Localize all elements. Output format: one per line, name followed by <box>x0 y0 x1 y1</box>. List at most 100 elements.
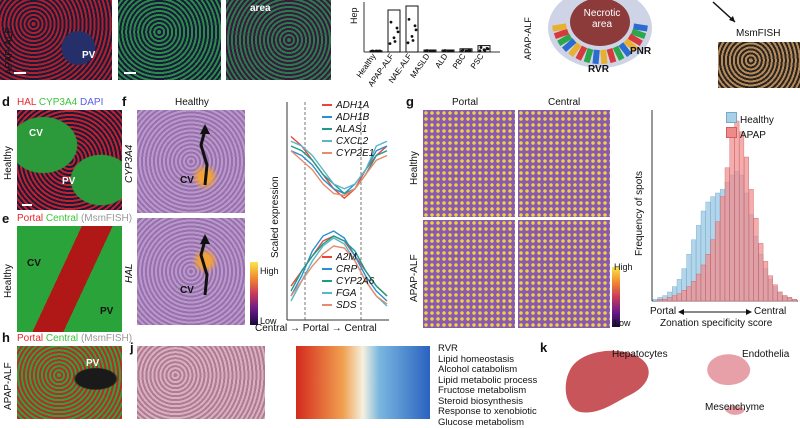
bar-point <box>396 27 399 30</box>
h-apap-label: APAP-ALF <box>3 362 14 410</box>
legend-label: CYP2E1 <box>336 148 374 159</box>
bar-point <box>372 50 375 53</box>
legend-swatch <box>322 128 332 130</box>
j-terms: RVR Lipid homeostasis Alcohol catabolism… <box>438 344 537 428</box>
necrotic-line-1: Necrotic <box>580 8 624 19</box>
top-image-1 <box>0 0 112 80</box>
bar-point <box>376 50 379 53</box>
g-apap-label: APAP-ALF <box>409 254 420 302</box>
g-colorbar-low: Low <box>614 318 631 328</box>
g-hist-xright: Central <box>754 306 786 317</box>
bar-point <box>487 48 490 51</box>
j-term: Fructose metabolism <box>438 386 537 397</box>
g-image-apap-central <box>518 220 610 328</box>
top-bar-ylabel: Hep <box>349 7 359 24</box>
hist-bar <box>677 294 682 301</box>
bar-point <box>379 50 382 53</box>
hist-bar <box>754 218 759 301</box>
bar-point <box>466 50 469 53</box>
bar-point <box>444 49 447 52</box>
bar-category-label: PBC <box>451 52 468 71</box>
hist-bar <box>783 296 788 301</box>
panel-letter-d: d <box>2 94 10 109</box>
hist-bar <box>711 240 716 301</box>
k-mesenchyme-label: Mesenchyme <box>705 402 764 413</box>
panel-letter-g: g <box>406 94 414 109</box>
d-cyp3a4: CYP3A4 <box>39 97 77 108</box>
f-gene-cyp3a4: CYP3A4 <box>124 145 135 183</box>
f-cv2-label: CV <box>180 285 194 296</box>
legend-entry: CRP <box>322 264 374 276</box>
hist-bar <box>715 222 720 301</box>
bar-point <box>426 49 429 52</box>
hist-bar <box>667 297 672 301</box>
legend-entry: SDS <box>322 300 374 312</box>
arrow-icon <box>705 0 745 30</box>
j-term: RVR <box>438 344 537 355</box>
legend-entry: CYP2A6 <box>322 276 374 288</box>
g-image-apap-portal <box>423 220 515 328</box>
hist-bar <box>735 121 740 301</box>
legend-healthy: Healthy <box>726 112 774 127</box>
d-cv-label: CV <box>29 128 43 139</box>
f-cv1-label: CV <box>180 175 194 186</box>
hist-bar <box>691 281 696 301</box>
h-pv-label: PV <box>86 358 99 369</box>
g-hist-xlabel: Zonation specificity score <box>660 318 772 329</box>
scale-bar <box>14 72 26 74</box>
pnr-label: PNR <box>630 46 651 57</box>
d-healthy-label: Healthy <box>3 146 14 180</box>
bar-point <box>433 50 436 53</box>
j-term: Response to xenobiotic <box>438 407 537 418</box>
bar-point <box>407 41 410 44</box>
hist-bar <box>725 168 730 301</box>
legend-entry: CYP2E1 <box>322 148 374 160</box>
legend-swatch <box>322 104 332 106</box>
bar-point <box>390 21 393 24</box>
bar-point <box>411 35 414 38</box>
bar-point <box>393 36 396 39</box>
j-term: Alcohol catabolism <box>438 365 537 376</box>
bar-category-label: ALD <box>433 52 449 70</box>
f-colorbar-high: High <box>260 266 279 276</box>
k-endothelia-label: Endothelia <box>742 349 789 360</box>
hist-bar <box>663 299 668 301</box>
h-legend: Portal Central (MsmFISH) <box>17 333 132 344</box>
panel-letter-j: j <box>130 340 134 355</box>
hist-bar <box>739 132 744 301</box>
legend-swatch <box>322 152 332 154</box>
g-central-label: Central <box>548 97 580 108</box>
f-xlabel: Central → Portal → Central <box>255 323 377 334</box>
top-image-3 <box>226 0 331 80</box>
hist-bar <box>787 297 792 301</box>
f-colorbar <box>250 262 258 325</box>
legend-swatch <box>322 280 332 282</box>
hist-bar <box>720 197 725 301</box>
hist-bar <box>653 299 658 301</box>
g-portal-label: Portal <box>452 97 478 108</box>
h-portal: Portal <box>17 333 43 344</box>
hist-bar <box>696 274 701 301</box>
j-term: Glucose metabolism <box>438 418 537 428</box>
legend-label: ADH1B <box>336 112 369 123</box>
g-hist-ylabel: Frequency of spots <box>634 171 645 256</box>
hist-bar <box>792 299 797 301</box>
legend-label: FGA <box>336 288 357 299</box>
hist-bar <box>763 261 768 301</box>
top-apap-alf-side-label: APAP-ALF <box>523 17 533 60</box>
e-central: Central <box>46 213 78 224</box>
legend-label: CXCL2 <box>336 136 368 147</box>
hist-bar <box>682 290 687 301</box>
bar-point <box>430 50 433 53</box>
g-image-healthy-portal <box>423 110 515 217</box>
bar-point <box>462 48 465 51</box>
f-ylabel: Scaled expression <box>270 176 281 258</box>
legend-label: CYP2A6 <box>336 276 374 287</box>
legend-entry: CXCL2 <box>322 136 374 148</box>
g-hist-legend: Healthy APAP <box>726 112 774 142</box>
bar-point <box>469 49 472 52</box>
f-gene-hal: HAL <box>124 264 135 283</box>
